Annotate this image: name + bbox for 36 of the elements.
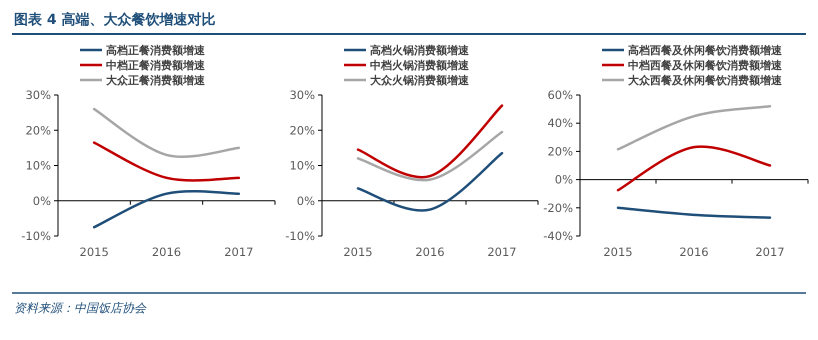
legend-label: 中档火锅消费额增速 xyxy=(370,59,470,72)
y-tick-label: 30% xyxy=(289,88,316,102)
legend-label: 中档正餐消费额增速 xyxy=(106,59,206,72)
legend-label: 大众火锅消费额增速 xyxy=(370,74,470,87)
x-tick-label: 2016 xyxy=(679,245,709,259)
x-tick-label: 2015 xyxy=(603,245,633,259)
x-tick-label: 2015 xyxy=(80,245,109,259)
x-tick-label: 2017 xyxy=(755,245,785,259)
legend-label: 中档西餐及休闲餐饮消费额增速 xyxy=(628,59,783,72)
y-tick-label: 10% xyxy=(25,158,52,172)
legend-label: 大众正餐消费额增速 xyxy=(106,74,206,87)
x-tick-label: 2016 xyxy=(415,245,445,259)
x-tick-label: 2016 xyxy=(152,245,182,259)
y-tick-label: 60% xyxy=(547,88,574,102)
y-tick-label: -10% xyxy=(285,229,316,243)
y-tick-label: 20% xyxy=(547,144,574,158)
y-tick-label: 0% xyxy=(296,194,316,208)
x-tick-label: 2017 xyxy=(224,245,254,259)
y-tick-label: -40% xyxy=(543,229,574,243)
y-tick-label: -10% xyxy=(21,229,52,243)
legend-label: 高档西餐及休闲餐饮消费额增速 xyxy=(628,44,783,57)
text: 资料来源：中国饭店协会 xyxy=(14,301,147,315)
y-tick-label: 10% xyxy=(289,158,316,172)
x-tick-label: 2017 xyxy=(487,245,517,259)
y-tick-label: 20% xyxy=(25,123,52,138)
chart-title: 图表 4 高端、大众餐饮增速对比 xyxy=(14,11,216,28)
x-tick-label: 2015 xyxy=(343,245,373,259)
y-tick-label: 30% xyxy=(25,88,52,102)
y-tick-label: 0% xyxy=(554,172,574,187)
legend-label: 高档正餐消费额增速 xyxy=(106,44,206,57)
y-tick-label: -20% xyxy=(543,200,574,215)
legend-label: 高档火锅消费额增速 xyxy=(370,44,470,57)
y-tick-label: 40% xyxy=(547,116,574,130)
legend-label: 大众西餐及休闲餐饮消费额增速 xyxy=(628,74,783,87)
y-tick-label: 20% xyxy=(289,123,316,138)
y-tick-label: 0% xyxy=(32,194,52,208)
